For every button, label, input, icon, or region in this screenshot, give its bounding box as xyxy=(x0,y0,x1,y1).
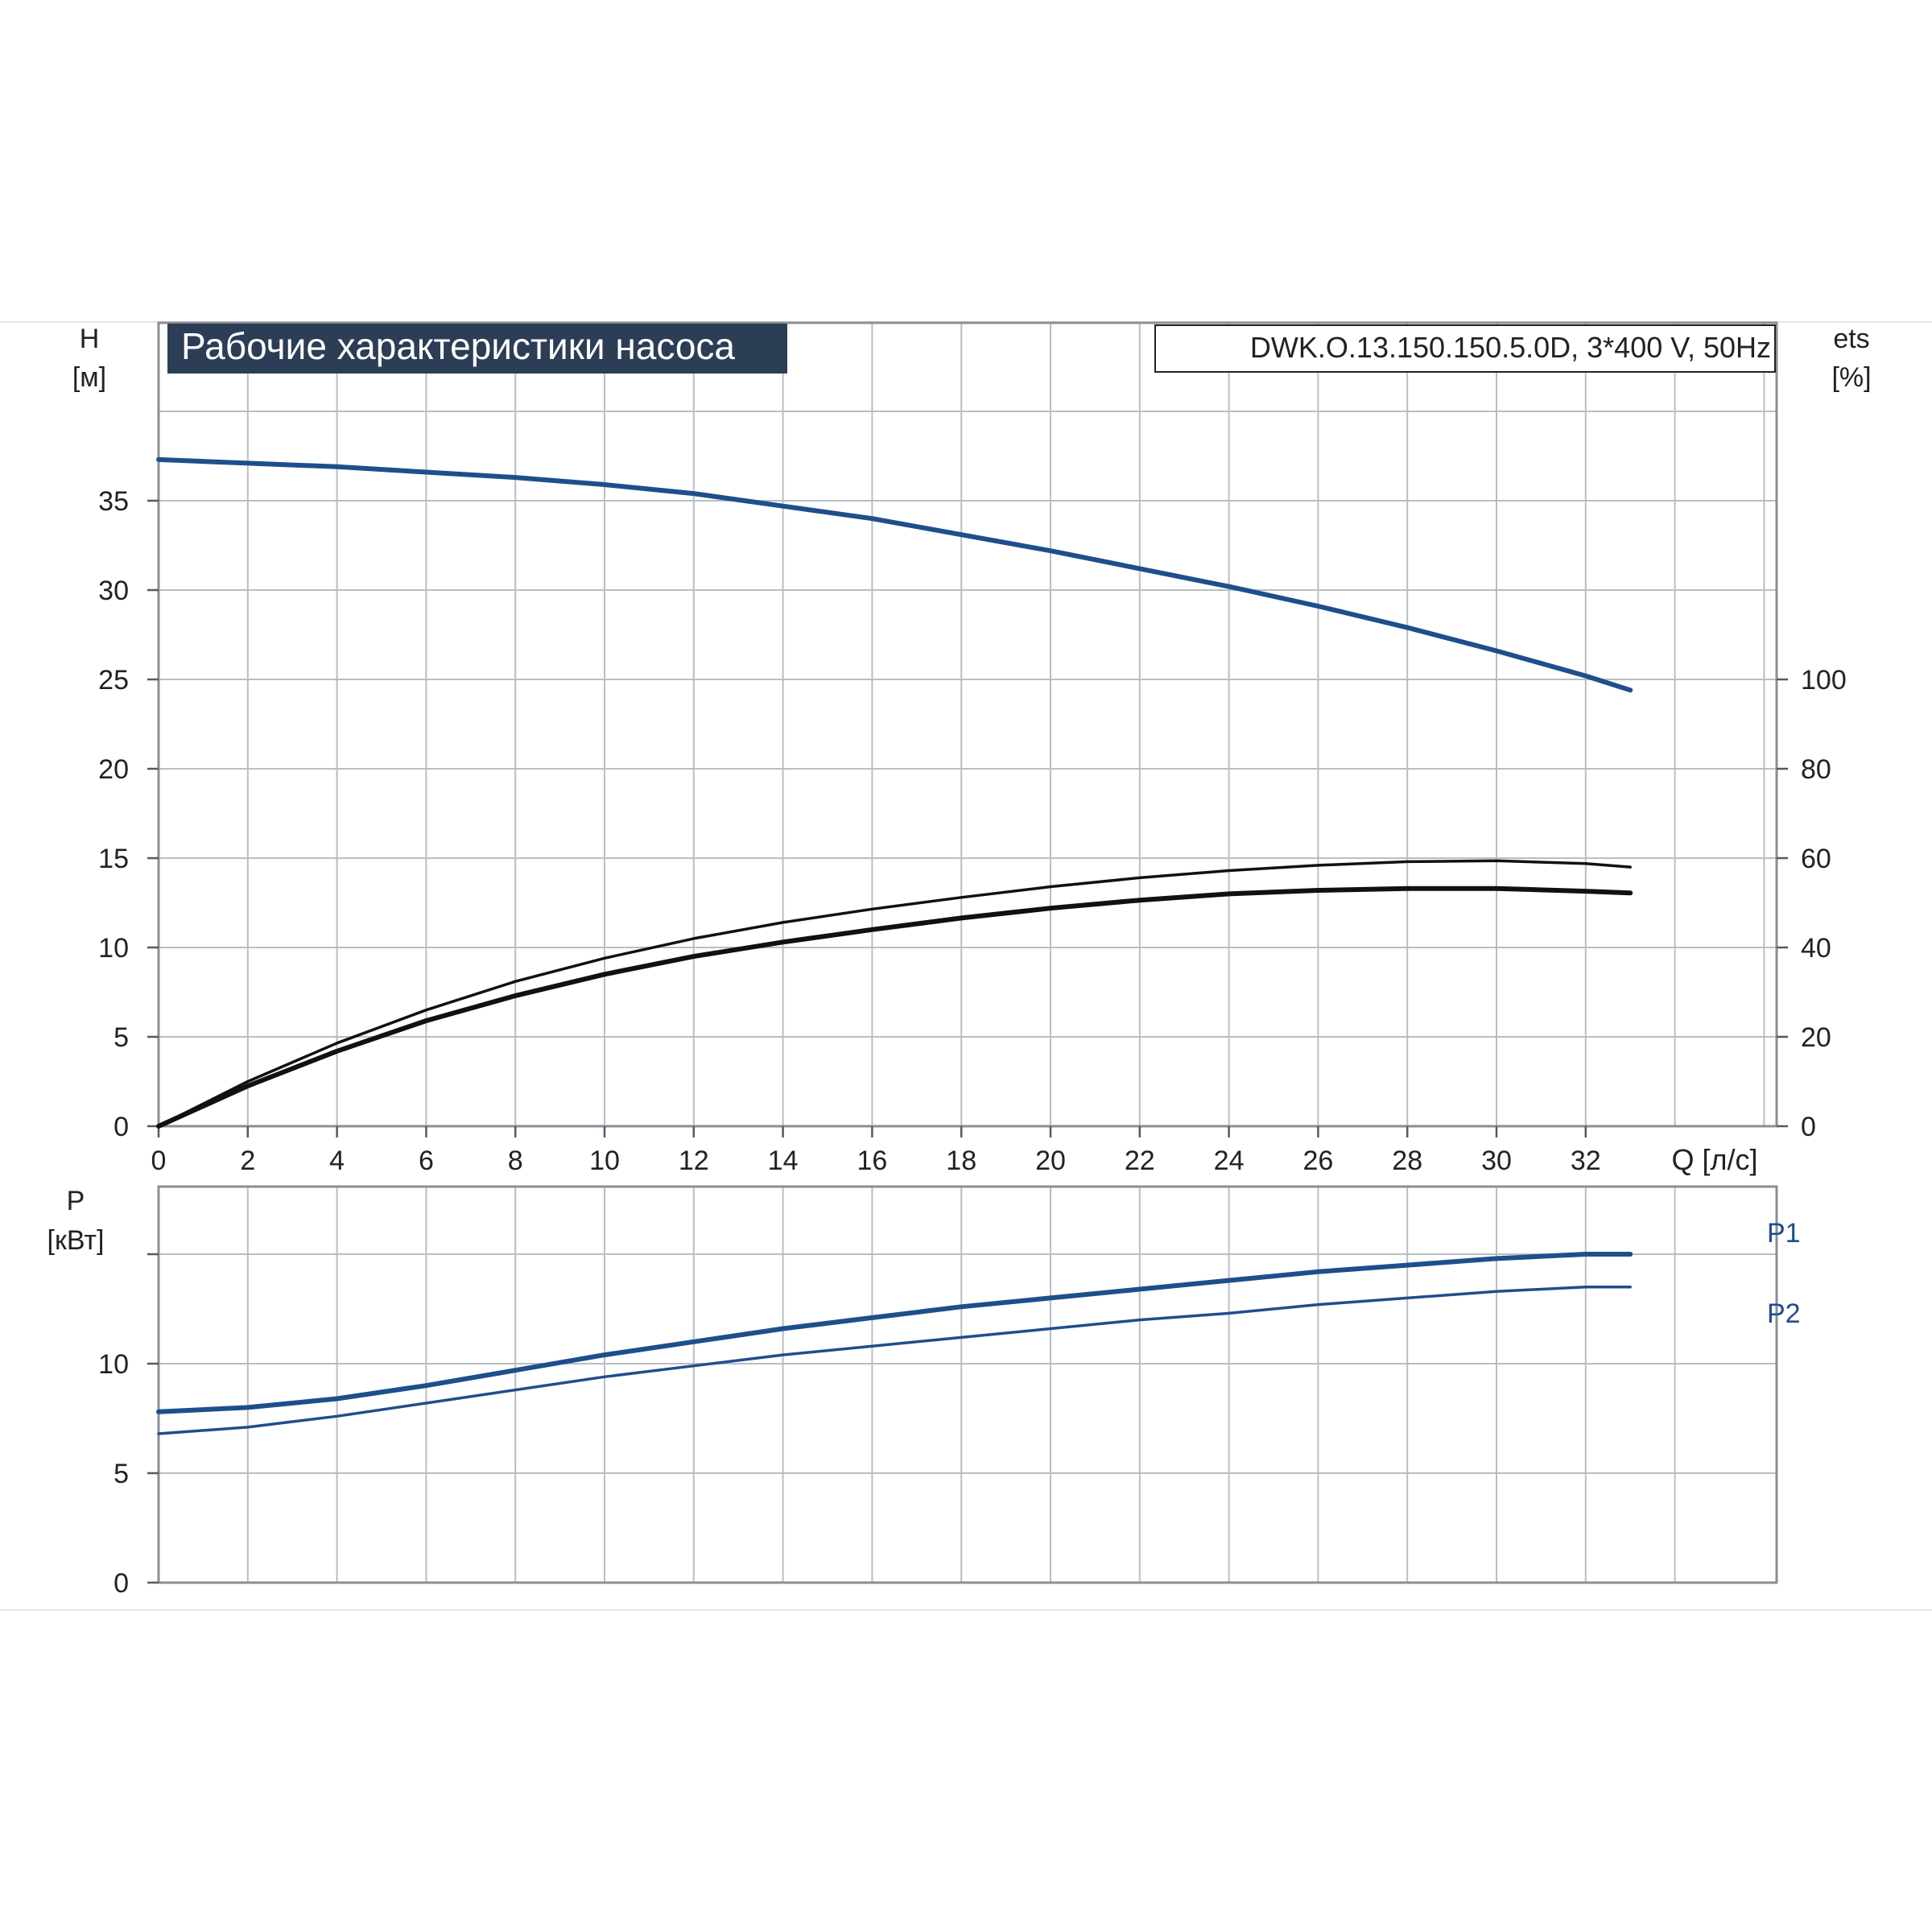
power-curve-p2 xyxy=(157,1286,1632,1435)
y2-tick-label: 60 xyxy=(1801,844,1831,874)
x-tick-label: 12 xyxy=(679,1146,709,1176)
x-tick-label: 8 xyxy=(508,1146,523,1176)
y2-tick-label: 0 xyxy=(1801,1112,1816,1142)
series-label-p1: P1 xyxy=(1767,1218,1801,1249)
bottom-series xyxy=(156,1252,1633,1435)
model-label-frame xyxy=(1154,324,1776,373)
y2-axis-label-efficiency: ets xyxy=(1833,324,1869,354)
top-grid xyxy=(159,323,1777,1126)
x-tick-label: 14 xyxy=(768,1146,799,1176)
top-series xyxy=(156,456,1633,1129)
series-label-p2: P2 xyxy=(1767,1298,1801,1329)
y-tick-label: 0 xyxy=(114,1568,129,1599)
x-tick-label: 0 xyxy=(151,1146,167,1176)
y2-tick-label: 80 xyxy=(1801,754,1831,785)
y2-tick-label: 40 xyxy=(1801,933,1831,964)
x-tick-label: 16 xyxy=(857,1146,887,1176)
y-tick-label: 20 xyxy=(98,754,129,785)
y-axis-label-power: P xyxy=(67,1186,85,1216)
x-tick-label: 26 xyxy=(1302,1146,1333,1176)
y-axis-unit-head: [м] xyxy=(72,362,106,393)
y2-tick-label: 20 xyxy=(1801,1022,1831,1053)
bottom-grid xyxy=(159,1187,1777,1583)
model-label-box: DWK.O.13.150.150.5.0D, 3*400 V, 50Hz xyxy=(1154,324,1776,373)
y-axis-unit-power: [кВт] xyxy=(47,1225,105,1256)
x-tick-label: 18 xyxy=(946,1146,976,1176)
y-tick-label: 35 xyxy=(98,486,129,517)
y-tick-label: 5 xyxy=(114,1459,129,1489)
y-tick-label: 0 xyxy=(114,1112,129,1142)
x-tick-label: 24 xyxy=(1214,1146,1245,1176)
bottom-plot-frame xyxy=(157,1185,1778,1584)
x-tick-label: 10 xyxy=(589,1146,620,1176)
y-tick-label: 30 xyxy=(98,576,129,606)
bottom-ticks: 0 5 10 xyxy=(98,1253,159,1599)
chart-title-background xyxy=(167,324,787,374)
efficiency-curve-thin xyxy=(157,859,1632,1128)
chart-title-box: Рабочие характеристики насоса xyxy=(167,324,787,374)
y2-tick-label: 100 xyxy=(1801,665,1847,696)
efficiency-curve-bold xyxy=(156,886,1633,1129)
x-tick-label: 22 xyxy=(1125,1146,1155,1176)
y-tick-label: 5 xyxy=(114,1022,129,1053)
chart-title: Рабочие характеристики насоса xyxy=(181,325,735,367)
y-axis-label-head: H xyxy=(80,324,100,354)
y2-axis-unit-efficiency: [%] xyxy=(1831,362,1871,393)
x-tick-label: 28 xyxy=(1392,1146,1422,1176)
x-tick-label: 4 xyxy=(329,1146,345,1176)
y-tick-label: 25 xyxy=(98,665,129,696)
x-tick-label: 6 xyxy=(419,1146,434,1176)
y-tick-label: 15 xyxy=(98,844,129,874)
model-label: DWK.O.13.150.150.5.0D, 3*400 V, 50Hz xyxy=(1250,331,1771,364)
top-plot-frame xyxy=(157,321,1778,1128)
y-tick-label: 10 xyxy=(98,933,129,964)
x-tick-label: 32 xyxy=(1571,1146,1601,1176)
power-curve-p1 xyxy=(156,1252,1633,1414)
x-tick-label: 30 xyxy=(1481,1146,1512,1176)
x-axis-label: Q [л/с] xyxy=(1671,1143,1757,1176)
head-curve xyxy=(156,456,1633,693)
power-plot: 0 5 10 P [кВт] P1 P2 xyxy=(47,1185,1801,1599)
x-tick-label: 20 xyxy=(1035,1146,1066,1176)
x-tick-label: 2 xyxy=(240,1146,255,1176)
y-tick-label: 10 xyxy=(98,1349,129,1380)
